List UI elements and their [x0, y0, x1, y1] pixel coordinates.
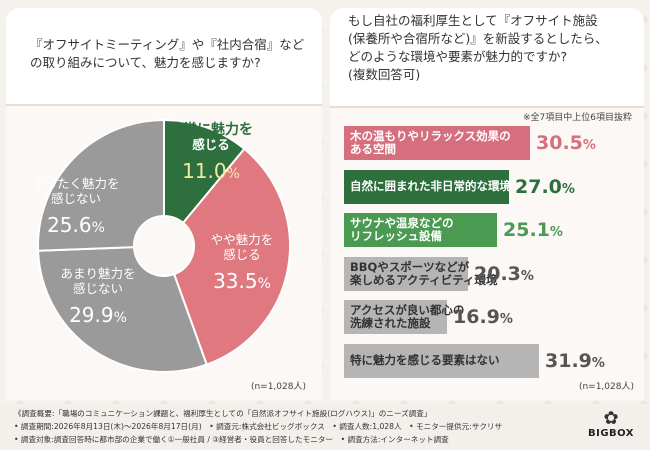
bar-label-line: BBQやスポーツなどが — [350, 259, 470, 274]
bar-label-line: リフレッシュ設備 — [350, 229, 442, 243]
bar-row: サウナや温泉などの リフレッシュ設備 25.1% — [344, 213, 634, 247]
pie-label-text: やや魅力を — [211, 232, 274, 247]
bigbox-logo: ✿ BIGBOX — [586, 408, 636, 440]
bar-label-line: ある空間 — [350, 142, 396, 156]
pie-slice — [172, 147, 291, 366]
bar-value: 20.3% — [474, 262, 534, 285]
bar-row: BBQやスポーツなどが 楽しめるアクティビティ環境 20.3% — [344, 256, 634, 291]
bar-label-line: 自然に囲まれた非日常的な環境 — [350, 179, 511, 193]
bar-label-line: 楽しめるアクティビティ環境 — [350, 272, 498, 287]
bar-value: 30.5% — [536, 132, 596, 154]
left-n-note: (n=1,028人) — [250, 382, 306, 392]
pie-slice — [37, 246, 208, 373]
bar-row: アクセスが良い都心の 洗練された施設 16.9% — [344, 300, 634, 334]
right-chart-area: ※全7項目中上位6項目抜粋 木の温もりやリラックス効果の ある空間 30.5% 自然に… — [330, 108, 644, 400]
pie-slice — [37, 118, 165, 252]
bar — [344, 343, 539, 378]
bar-label-line: 洗練された施設 — [350, 316, 431, 330]
left-chart-area: 非常に魅力を 感じる 11.0% やや魅力を 感じる 33.5% あまり魅力を 感じない 29.… — [6, 106, 322, 400]
bar-row: 自然に囲まれた非日常的な環境 27.0% — [344, 169, 634, 204]
pie-value-text: 29.9% — [69, 303, 127, 327]
pie-slice — [163, 118, 246, 225]
footer-line: • 調査対象:調査回答時に都市部の企業で働く①一般社員 / ③経営者・役員と回答… — [14, 435, 449, 444]
bar — [344, 169, 509, 204]
bar-label: 自然に囲まれた非日常的な環境 — [350, 170, 511, 204]
pie-value-text: 25.6% — [47, 213, 105, 237]
bar-label-line: アクセスが良い都心の — [350, 303, 465, 317]
bar-label: 特に魅力を感じる要素はない — [350, 344, 500, 378]
bar — [344, 256, 468, 291]
pie-label-text: まったく魅力を — [32, 176, 119, 191]
bar-value: 25.1% — [503, 219, 563, 241]
bar — [344, 126, 530, 160]
bar-value: 31.9% — [545, 349, 605, 372]
bar-value: 16.9% — [453, 306, 513, 328]
right-question-line: もし自社の福利厚生として『オフサイト施設 — [348, 13, 598, 28]
pie-label-text: あまり魅力を — [60, 266, 135, 281]
bar-label: BBQやスポーツなどが 楽しめるアクティビティ環境 — [350, 257, 498, 291]
pie-chart: 非常に魅力を感じる11.0%やや魅力を感じる33.5%あまり魅力を感じない29.… — [32, 118, 291, 373]
bar-row: 特に魅力を感じる要素はない 31.9% — [344, 343, 634, 378]
bar-label: 木の温もりやリラックス効果の ある空間 — [350, 126, 511, 160]
footer-line: • 調査期間:2026年8月13日(木)〜2026年8月17日(月) • 調査元… — [14, 422, 503, 431]
pie-label-text: 感じる — [223, 247, 261, 262]
bar — [344, 300, 447, 334]
left-question-header: 『オフサイトミーティング』や『社内合宿』などの取り組みについて、魅力を感じますか… — [6, 8, 322, 106]
right-question-line: (複数回答可) — [348, 67, 421, 82]
right-question-text: もし自社の福利厚生として『オフサイト施設 (保養所や合宿所など)』を新設するとし… — [348, 12, 638, 84]
bar-row: 木の温もりやリラックス効果の ある空間 30.5% — [344, 126, 634, 160]
pie-value-text: 33.5% — [213, 269, 271, 293]
pie-label-text: 感じる — [192, 137, 230, 152]
bar-label: アクセスが良い都心の 洗練された施設 — [350, 300, 464, 334]
pie-label-text: 感じない — [51, 191, 101, 206]
right-question-line: (保養所や合宿所など)』を新設するとしたら、 — [348, 31, 608, 46]
right-question-header: もし自社の福利厚生として『オフサイト施設 (保養所や合宿所など)』を新設するとし… — [330, 8, 644, 108]
left-question-text: 『オフサイトミーティング』や『社内合宿』などの取り組みについて、魅力を感じますか… — [30, 37, 305, 70]
flower-icon: ✿ — [603, 408, 619, 429]
right-subnote: ※全7項目中上位6項目抜粋 — [523, 113, 632, 123]
bar-label-line: 木の温もりやリラックス効果の — [350, 129, 511, 143]
right-n-note: (n=1,028人) — [578, 382, 634, 392]
right-panel: もし自社の福利厚生として『オフサイト施設 (保養所や合宿所など)』を新設するとし… — [330, 8, 644, 400]
pie-value-text: 11.0% — [182, 159, 240, 183]
brand-name: BIGBOX — [587, 428, 635, 439]
bar — [344, 213, 497, 247]
bar-value: 27.0% — [515, 175, 575, 198]
right-question-line: どのような環境や要素が魅力的ですか? — [348, 49, 568, 64]
pie-label-text: 非常に魅力を — [169, 121, 253, 138]
survey-footer: 《調査概要:「職場のコミュニケーション課題と、福利厚生としての「自然派オフサイト… — [0, 404, 650, 450]
footer-line: 《調査概要:「職場のコミュニケーション課題と、福利厚生としての「自然派オフサイト… — [14, 409, 432, 418]
bar-label: サウナや温泉などの リフレッシュ設備 — [350, 213, 454, 247]
bar-label-line: サウナや温泉などの — [350, 216, 454, 230]
left-panel: 『オフサイトミーティング』や『社内合宿』などの取り組みについて、魅力を感じますか… — [6, 8, 322, 400]
pie-label-text: 感じない — [73, 281, 123, 296]
bar-label-line: 特に魅力を感じる要素はない — [350, 353, 500, 367]
